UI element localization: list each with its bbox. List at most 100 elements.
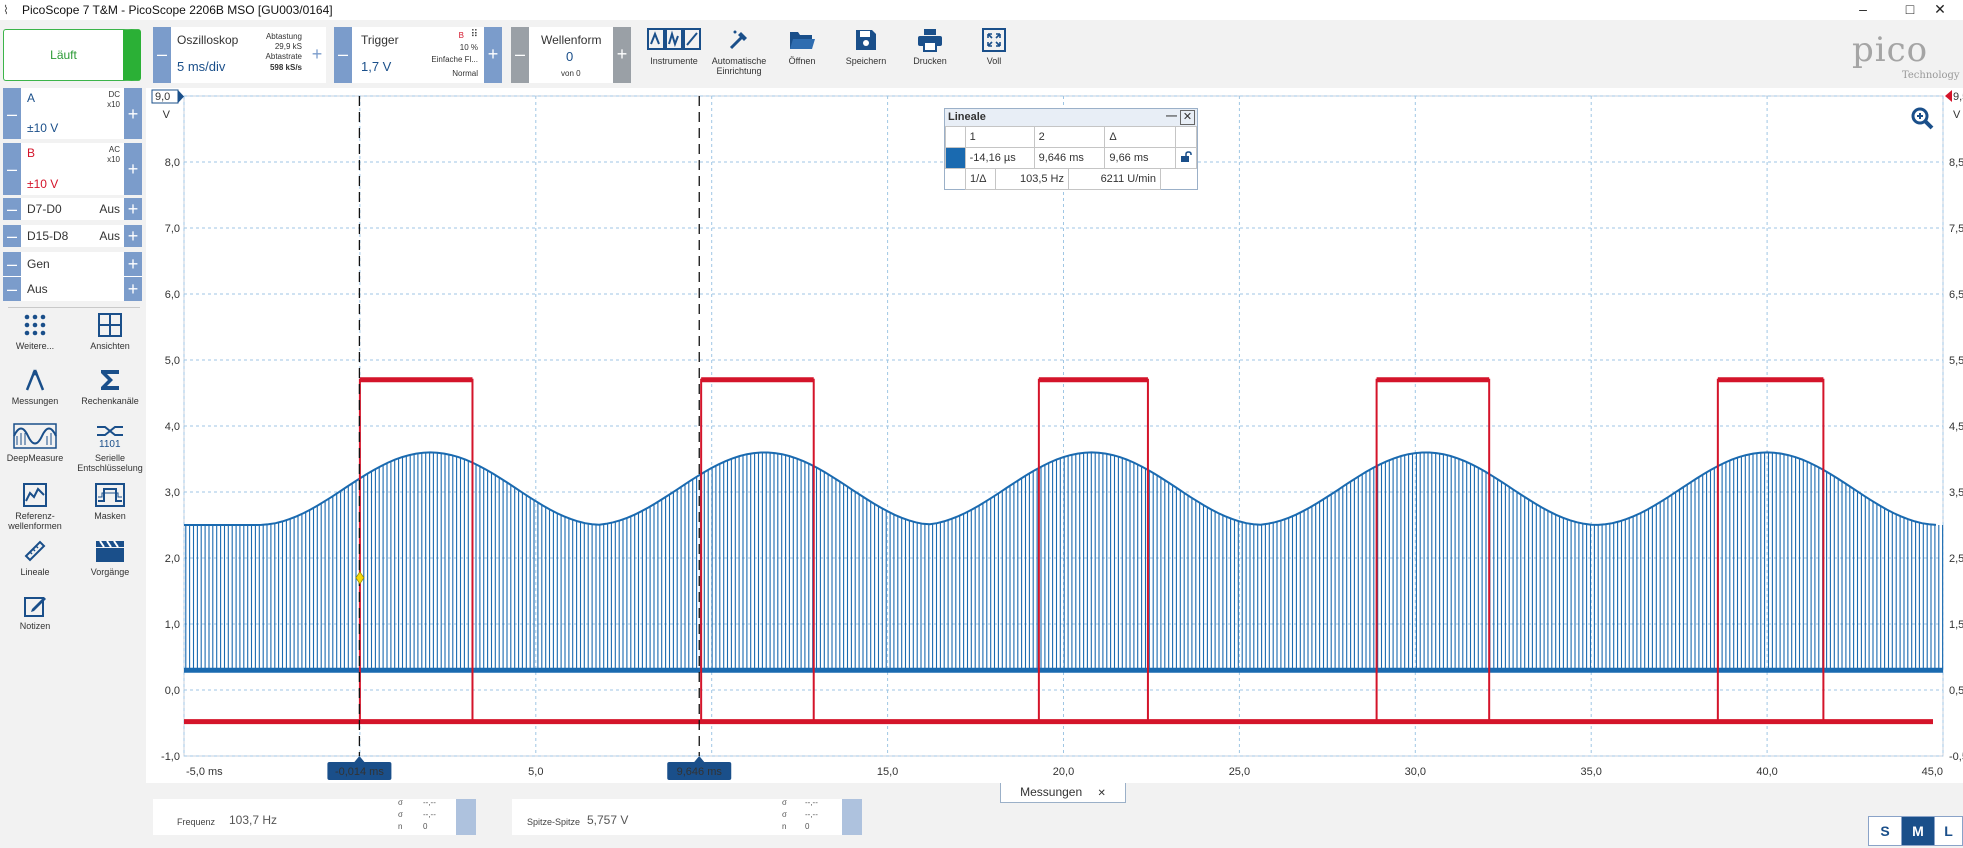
generator-minus-button[interactable]: – <box>3 252 21 276</box>
ruler-value-1: -14,16 µs <box>964 147 1035 169</box>
oscilloscope-chart[interactable]: -1,0 0,0 1,0 2,0 3,0 4,0 5,0 6,0 7,0 8,0 9,0 V -0,5 0… <box>146 88 1963 783</box>
inverse-delta-label: 1/Δ <box>965 168 996 190</box>
run-stop-button[interactable]: Läuft <box>3 29 141 81</box>
instruments-button[interactable]: Instrumente <box>643 28 705 66</box>
generator-state[interactable]: Aus <box>27 282 48 296</box>
y-right-tick-label: 2,5 <box>1949 553 1963 565</box>
fullscreen-icon <box>982 28 1006 52</box>
timebase-minus-button[interactable]: – <box>153 27 171 83</box>
channel-b-minus-button[interactable]: – <box>3 143 21 195</box>
trigger-group: – Trigger 1,7 V B ⠿ 10 % Einfache Fl... … <box>334 27 502 83</box>
actions-label: Vorgänge <box>90 567 130 577</box>
masks-button[interactable]: Masken <box>75 483 145 521</box>
generator-state-plus-button[interactable]: + <box>124 277 142 301</box>
waveform-prev-button[interactable]: – <box>511 27 529 83</box>
trigger-level[interactable]: 1,7 V <box>361 59 392 74</box>
channel-a-minus-button[interactable]: – <box>3 88 21 139</box>
open-button[interactable]: Öffnen <box>771 28 833 66</box>
digital-d15-plus-button[interactable]: + <box>124 225 142 247</box>
digital-d7-plus-button[interactable]: + <box>124 198 142 220</box>
scope-view[interactable]: -1,0 0,0 1,0 2,0 3,0 4,0 5,0 6,0 7,0 8,0 9,0 V -0,5 0… <box>146 88 1963 783</box>
notes-button[interactable]: Notizen <box>0 595 70 631</box>
digital-d15-minus-button[interactable]: – <box>3 225 21 247</box>
channel-a-pulses <box>185 452 1944 671</box>
trigger-channel: B <box>458 31 464 40</box>
digital-d7-minus-button[interactable]: – <box>3 198 21 220</box>
serial-decoding-button[interactable]: 1101 Serielle Entschlüsselung <box>75 423 145 473</box>
measurement-2-expand-button[interactable] <box>842 799 862 835</box>
y-left-tick-label: 8,0 <box>165 157 180 169</box>
x-tick-label: 45,0 <box>1922 766 1943 778</box>
sigma-value-2: --,-- <box>423 810 436 819</box>
measurements-tab-label: Messungen <box>1020 785 1083 799</box>
trigger-plus-button[interactable]: + <box>484 27 502 83</box>
timebase-plus-button[interactable]: + <box>308 27 326 83</box>
digital-d7-name[interactable]: D7-D0 <box>27 202 62 216</box>
count-value-2: 0 <box>805 822 810 831</box>
sigma-value-4: --,-- <box>805 810 818 819</box>
rulers-panel[interactable]: Lineale — ✕ 1 2 Δ -14,16 µs 9,646 ms 9,6… <box>944 108 1198 190</box>
measurement-1-expand-button[interactable] <box>456 799 476 835</box>
channel-b-name[interactable]: B <box>27 146 36 160</box>
waveform-label: Wellenform <box>541 33 602 47</box>
measurement-value-2: 5,757 V <box>587 813 629 827</box>
measurements-tool-button[interactable]: Messungen <box>0 368 70 406</box>
size-l-button[interactable]: L <box>1934 816 1963 846</box>
trigger-minus-button[interactable]: – <box>334 27 352 83</box>
print-icon <box>918 29 942 52</box>
y-left-tick-label: 3,0 <box>165 487 180 499</box>
measurements-tool-label: Messungen <box>11 396 59 406</box>
x-tick-label: 25,0 <box>1229 766 1250 778</box>
minimize-icon[interactable]: — <box>1166 110 1177 122</box>
sigma-label-3: σ <box>782 798 787 807</box>
generator-state-minus-button[interactable]: – <box>3 277 21 301</box>
channel-a-probe: x10 <box>107 100 120 109</box>
panel-divider <box>8 307 140 308</box>
window-title: PicoScope 7 T&M - PicoScope 2206B MSO [G… <box>22 3 333 17</box>
masks-label: Masken <box>94 511 126 521</box>
close-icon[interactable]: ✕ <box>1180 110 1195 125</box>
fullscreen-button[interactable]: Voll <box>963 28 1025 66</box>
x-tick-label: 15,0 <box>877 766 898 778</box>
views-button[interactable]: Ansichten <box>75 313 145 351</box>
size-s-button[interactable]: S <box>1868 816 1902 846</box>
actions-button[interactable]: Vorgänge <box>75 539 145 577</box>
deepmeasure-button[interactable]: DeepMeasure <box>0 423 70 463</box>
measurement-peak-to-peak[interactable]: Spitze-Spitze 5,757 V σ --,-- σ --,-- n … <box>512 798 862 835</box>
math-channels-button[interactable]: Rechenkanäle <box>75 368 145 406</box>
trigger-mode[interactable]: Normal <box>452 69 478 78</box>
reference-waveforms-button[interactable]: Referenz-wellenformen <box>0 483 70 531</box>
timebase-value[interactable]: 5 ms/div <box>177 59 226 74</box>
channel-a-range[interactable]: ±10 V <box>27 121 59 135</box>
y-left-tick-label: 5,0 <box>165 355 180 367</box>
y-left-tick-label: 2,0 <box>165 553 180 565</box>
digital-d15-name[interactable]: D15-D8 <box>27 229 69 243</box>
channel-b-range[interactable]: ±10 V <box>27 177 59 191</box>
rising-edge-icon: ⠿ <box>470 29 478 40</box>
x-tick-label: 30,0 <box>1405 766 1426 778</box>
channel-a-plus-button[interactable]: + <box>124 88 142 139</box>
generator-plus-button[interactable]: + <box>124 252 142 276</box>
zoom-icon[interactable] <box>1910 106 1934 135</box>
more-tools-button[interactable]: Weitere... <box>0 313 70 351</box>
minimize-button[interactable]: – <box>1859 1 1867 17</box>
sigma-icon <box>101 370 119 390</box>
rulers-tool-button[interactable]: Lineale <box>0 539 70 577</box>
measurements-tab[interactable]: Messungen ✕ <box>1000 783 1126 803</box>
close-window-button[interactable]: ✕ <box>1934 1 1946 17</box>
unlock-icon[interactable] <box>1174 147 1198 169</box>
generator-name[interactable]: Gen <box>27 257 50 271</box>
serial-decode-icon: 1101 <box>97 426 123 449</box>
measurement-frequency[interactable]: Frequenz 103,7 Hz σ --,-- σ --,-- n 0 <box>153 798 476 835</box>
size-m-button[interactable]: M <box>1901 816 1935 846</box>
channel-a-name[interactable]: A <box>27 91 36 105</box>
rulers-panel-header[interactable]: Lineale — ✕ <box>945 109 1197 126</box>
waveform-next-button[interactable]: + <box>613 27 631 83</box>
channel-b-plus-button[interactable]: + <box>124 143 142 195</box>
print-button[interactable]: Drucken <box>899 28 961 66</box>
close-tab-icon[interactable]: ✕ <box>1097 788 1106 799</box>
measure-calipers-icon <box>25 369 45 391</box>
maximize-button[interactable]: □ <box>1905 1 1915 17</box>
auto-setup-button[interactable]: Automatische Einrichtung <box>706 28 772 76</box>
save-button[interactable]: Speichern <box>835 28 897 66</box>
